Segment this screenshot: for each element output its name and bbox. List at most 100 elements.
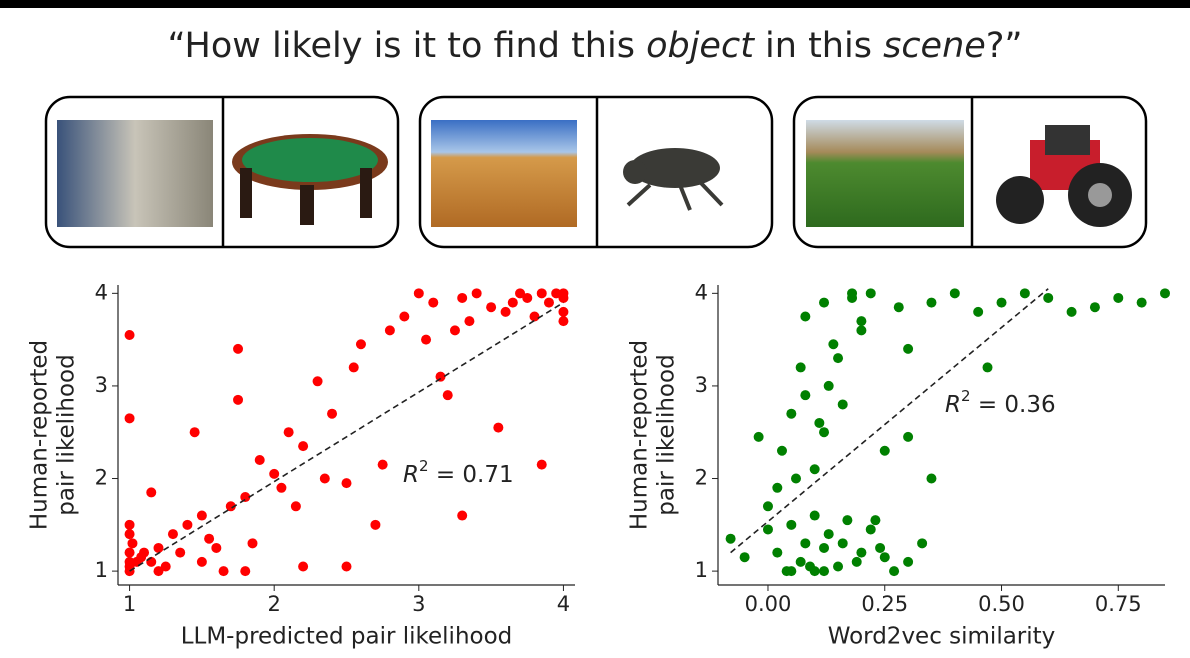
y-tick-label: 3 bbox=[95, 373, 108, 397]
object-image bbox=[996, 125, 1132, 227]
point bbox=[384, 325, 395, 336]
point bbox=[823, 529, 834, 540]
point bbox=[254, 455, 265, 465]
point bbox=[889, 566, 900, 577]
point bbox=[536, 288, 547, 299]
y-axis-label: Human-reported bbox=[27, 340, 53, 530]
point bbox=[319, 473, 330, 484]
title-segment: scene bbox=[883, 26, 986, 66]
point bbox=[413, 288, 424, 299]
point bbox=[996, 297, 1007, 308]
point bbox=[146, 487, 157, 498]
point bbox=[182, 519, 193, 530]
point bbox=[218, 566, 229, 577]
title-segment: “How likely is it to find this bbox=[167, 26, 646, 66]
point bbox=[160, 561, 171, 572]
annotation-text: = 0.71 bbox=[429, 462, 514, 488]
annotation: R2 = 0.71 bbox=[403, 457, 514, 488]
point bbox=[290, 501, 301, 512]
point bbox=[819, 542, 830, 553]
point bbox=[776, 445, 787, 456]
point bbox=[856, 547, 867, 558]
point bbox=[865, 524, 876, 535]
point bbox=[355, 339, 366, 350]
point bbox=[851, 556, 862, 567]
x-axis-label: Word2vec similarity bbox=[828, 624, 1056, 650]
point bbox=[795, 556, 806, 567]
point bbox=[211, 542, 222, 553]
x-tick-label: 3 bbox=[412, 592, 425, 616]
annotation: R2 = 0.36 bbox=[945, 387, 1056, 418]
point bbox=[139, 547, 150, 558]
point bbox=[823, 380, 834, 391]
x-tick-label: 4 bbox=[557, 592, 570, 616]
point bbox=[493, 422, 504, 433]
annotation-text: = 0.36 bbox=[971, 392, 1056, 418]
point bbox=[233, 343, 244, 354]
y-axis-label: pair likelihood bbox=[54, 354, 80, 515]
point bbox=[204, 533, 215, 544]
x-tick-label: 0.75 bbox=[1095, 592, 1142, 616]
point bbox=[762, 524, 773, 535]
y-tick-label: 3 bbox=[695, 373, 708, 397]
point bbox=[926, 473, 937, 484]
point bbox=[809, 510, 820, 521]
point bbox=[124, 413, 135, 424]
point bbox=[819, 566, 830, 577]
point bbox=[800, 538, 811, 549]
point bbox=[153, 566, 164, 577]
point bbox=[879, 552, 890, 563]
y-axis-label: Human-reported bbox=[627, 340, 653, 530]
point bbox=[298, 441, 309, 452]
point bbox=[800, 390, 811, 401]
point bbox=[819, 427, 830, 438]
point bbox=[847, 292, 858, 303]
point bbox=[327, 408, 338, 419]
point bbox=[312, 376, 323, 387]
object-image bbox=[232, 134, 388, 225]
point bbox=[124, 556, 135, 567]
y-tick-label: 4 bbox=[695, 280, 708, 304]
scene-image bbox=[806, 120, 964, 227]
point bbox=[903, 431, 914, 442]
point bbox=[377, 459, 388, 470]
point bbox=[153, 542, 164, 553]
point bbox=[124, 529, 135, 540]
point bbox=[341, 561, 352, 572]
point bbox=[449, 325, 460, 336]
point bbox=[189, 427, 200, 438]
point bbox=[1136, 297, 1147, 308]
y-axis-label: pair likelihood bbox=[654, 354, 680, 515]
point bbox=[558, 288, 569, 299]
point bbox=[833, 561, 844, 572]
title-segment: in this bbox=[754, 26, 883, 66]
point bbox=[421, 334, 432, 345]
point bbox=[828, 339, 839, 350]
point bbox=[348, 362, 359, 373]
x-tick-label: 1 bbox=[123, 592, 136, 616]
point bbox=[786, 519, 797, 530]
point bbox=[283, 427, 294, 438]
point bbox=[558, 316, 569, 327]
point bbox=[809, 464, 820, 475]
point bbox=[973, 306, 984, 317]
title-segment: ?” bbox=[986, 26, 1023, 66]
scene-image bbox=[57, 120, 213, 227]
point bbox=[240, 492, 251, 503]
top-bar bbox=[0, 0, 1190, 8]
point bbox=[515, 288, 526, 299]
annotation-symbol: R bbox=[403, 462, 419, 488]
y-tick-label: 2 bbox=[695, 466, 708, 490]
point bbox=[500, 306, 511, 317]
point bbox=[196, 556, 207, 567]
point bbox=[240, 566, 251, 577]
point bbox=[800, 311, 811, 322]
annotation-exponent: 2 bbox=[419, 457, 429, 475]
x-tick-label: 0.25 bbox=[861, 592, 908, 616]
point bbox=[127, 538, 138, 549]
point bbox=[875, 542, 886, 553]
point bbox=[551, 288, 562, 299]
point bbox=[856, 325, 867, 336]
point bbox=[124, 519, 135, 530]
point bbox=[893, 302, 904, 313]
